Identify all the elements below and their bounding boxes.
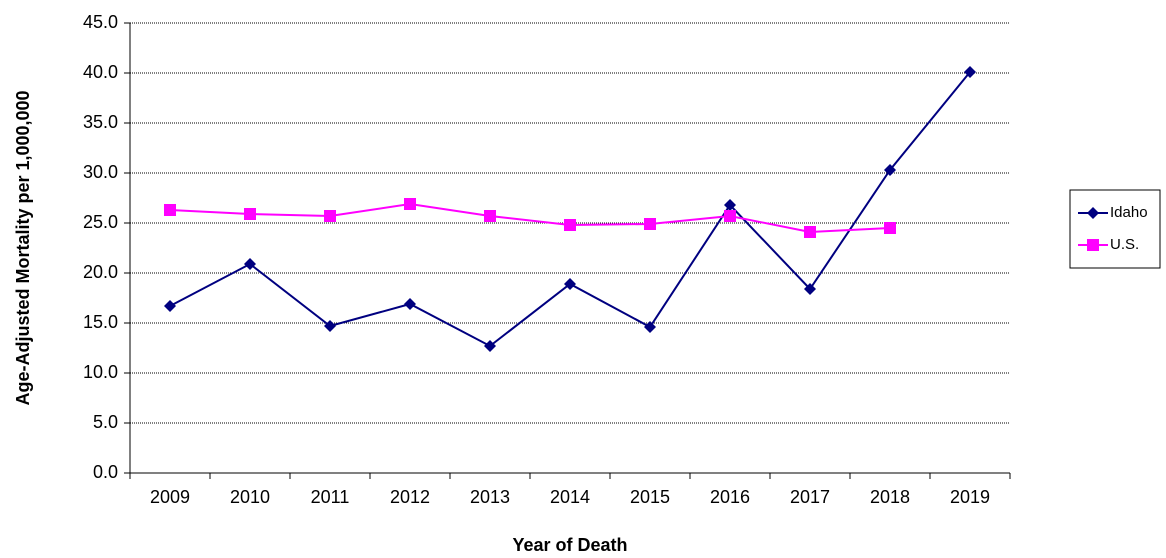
y-tick-label: 0.0 xyxy=(93,462,118,482)
x-tick-label: 2016 xyxy=(710,487,750,507)
legend-label: U.S. xyxy=(1110,236,1139,253)
marker xyxy=(884,164,896,176)
marker xyxy=(484,340,496,352)
marker xyxy=(564,278,576,290)
marker xyxy=(1087,239,1099,251)
marker xyxy=(164,300,176,312)
legend: Idaho U.S. xyxy=(1069,189,1161,269)
marker xyxy=(324,320,336,332)
series-line xyxy=(169,202,891,234)
marker xyxy=(884,222,896,234)
marker xyxy=(244,258,256,270)
marker xyxy=(1087,207,1099,219)
y-tick-label: 30.0 xyxy=(83,162,118,182)
marker xyxy=(724,199,736,211)
marker xyxy=(164,204,176,216)
x-tick-label: 2011 xyxy=(311,487,350,507)
y-tick-label: 5.0 xyxy=(93,412,118,432)
y-tick-label: 35.0 xyxy=(83,112,118,132)
marker xyxy=(804,283,816,295)
x-tick-label: 2019 xyxy=(950,487,990,507)
marker xyxy=(404,198,416,210)
y-axis-title: Age-Adjusted Mortality per 1,000,000 xyxy=(13,90,33,405)
marker xyxy=(244,208,256,220)
marker xyxy=(324,210,336,222)
x-tick-label: 2013 xyxy=(470,487,510,507)
marker xyxy=(644,321,656,333)
x-tick-label: 2010 xyxy=(230,487,270,507)
y-tick-label: 40.0 xyxy=(83,62,118,82)
marker xyxy=(804,226,816,238)
y-tick-label: 25.0 xyxy=(83,212,118,232)
marker xyxy=(644,218,656,230)
marker xyxy=(484,210,496,222)
y-tick-label: 15.0 xyxy=(83,312,118,332)
series-line xyxy=(169,71,971,348)
y-tick-label: 10.0 xyxy=(83,362,118,382)
y-tick-label: 45.0 xyxy=(83,12,118,32)
legend-label: Idaho xyxy=(1110,204,1148,221)
x-tick-label: 2014 xyxy=(550,487,590,507)
legend-box xyxy=(1069,189,1161,269)
x-tick-label: 2017 xyxy=(790,487,830,507)
y-tick-label: 20.0 xyxy=(83,262,118,282)
marker xyxy=(564,219,576,231)
x-tick-label: 2015 xyxy=(630,487,670,507)
x-tick-label: 2009 xyxy=(150,487,190,507)
marker xyxy=(404,298,416,310)
x-tick-label: 2018 xyxy=(870,487,910,507)
x-tick-label: 2012 xyxy=(390,487,430,507)
x-axis-title: Year of Death xyxy=(512,535,627,555)
marker xyxy=(724,210,736,222)
marker xyxy=(964,66,976,78)
